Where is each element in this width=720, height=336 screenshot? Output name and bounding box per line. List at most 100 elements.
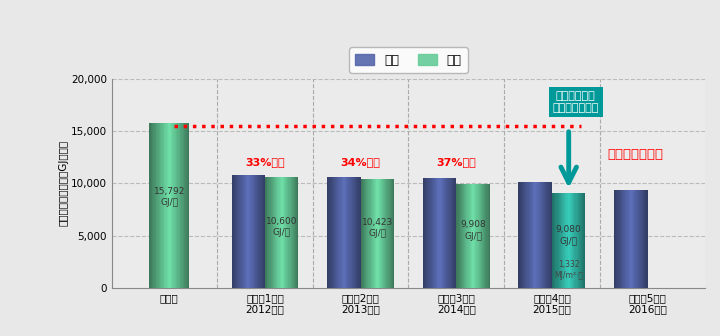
Bar xyxy=(161,123,163,288)
Bar xyxy=(452,178,453,288)
Bar xyxy=(235,175,236,288)
Bar xyxy=(279,177,281,288)
Bar xyxy=(256,175,257,288)
Bar xyxy=(616,190,618,288)
Bar xyxy=(518,182,520,288)
Bar xyxy=(575,193,577,288)
Bar xyxy=(536,182,537,288)
Text: 37%　減: 37% 減 xyxy=(436,157,476,167)
Bar xyxy=(349,176,351,288)
Bar xyxy=(640,190,641,288)
Bar xyxy=(390,179,391,288)
Bar xyxy=(258,175,259,288)
Bar xyxy=(282,177,283,288)
Bar xyxy=(425,178,426,288)
Bar xyxy=(424,178,425,288)
Bar xyxy=(462,184,463,288)
Bar xyxy=(542,182,543,288)
Bar xyxy=(295,177,296,288)
Bar xyxy=(371,179,372,288)
Bar xyxy=(254,175,255,288)
Bar xyxy=(549,182,550,288)
Bar xyxy=(467,184,469,288)
Bar xyxy=(552,193,553,288)
Bar xyxy=(374,179,375,288)
Bar xyxy=(545,182,546,288)
Bar xyxy=(528,182,530,288)
Bar xyxy=(361,179,363,288)
Bar xyxy=(551,182,552,288)
Bar xyxy=(561,193,562,288)
Bar xyxy=(275,177,276,288)
Bar xyxy=(177,123,179,288)
Bar xyxy=(377,179,379,288)
Bar xyxy=(459,184,461,288)
Bar xyxy=(571,193,572,288)
Bar xyxy=(635,190,636,288)
Bar xyxy=(428,178,430,288)
Bar xyxy=(341,176,342,288)
Bar xyxy=(284,177,285,288)
Bar xyxy=(347,176,348,288)
Bar xyxy=(567,193,569,288)
Bar xyxy=(339,176,341,288)
Bar xyxy=(583,193,585,288)
Bar xyxy=(485,184,487,288)
Bar xyxy=(523,182,524,288)
Bar xyxy=(522,182,523,288)
Bar xyxy=(533,182,534,288)
Bar xyxy=(332,176,333,288)
Bar xyxy=(294,177,295,288)
Text: 10,423
GJ/年: 10,423 GJ/年 xyxy=(361,217,393,238)
Bar xyxy=(184,123,186,288)
Bar xyxy=(483,184,485,288)
Bar xyxy=(643,190,644,288)
Bar xyxy=(236,175,237,288)
Bar xyxy=(233,175,234,288)
Bar xyxy=(261,175,263,288)
Bar xyxy=(292,177,293,288)
Bar xyxy=(465,184,467,288)
Bar xyxy=(530,182,531,288)
Bar xyxy=(291,177,292,288)
Bar xyxy=(577,193,579,288)
Bar xyxy=(457,184,459,288)
Bar xyxy=(454,178,455,288)
Bar xyxy=(327,176,328,288)
Bar xyxy=(232,175,233,288)
Bar xyxy=(247,175,248,288)
Bar xyxy=(188,123,189,288)
Bar xyxy=(158,123,160,288)
Bar xyxy=(346,176,347,288)
Bar xyxy=(277,177,279,288)
Bar xyxy=(183,123,184,288)
Bar xyxy=(287,177,289,288)
Bar xyxy=(434,178,435,288)
Bar xyxy=(149,123,150,288)
Bar xyxy=(267,177,269,288)
Bar xyxy=(481,184,482,288)
Bar xyxy=(246,175,247,288)
Bar xyxy=(559,193,561,288)
Bar xyxy=(289,177,291,288)
Bar xyxy=(389,179,390,288)
Bar xyxy=(474,184,475,288)
Bar xyxy=(482,184,483,288)
Bar xyxy=(572,193,573,288)
Bar xyxy=(638,190,639,288)
Bar xyxy=(175,123,176,288)
Bar xyxy=(337,176,338,288)
Bar xyxy=(620,190,621,288)
Bar xyxy=(535,182,536,288)
Bar xyxy=(438,178,440,288)
Bar xyxy=(157,123,158,288)
Bar xyxy=(354,176,355,288)
Bar xyxy=(338,176,339,288)
Bar xyxy=(255,175,256,288)
Bar xyxy=(564,193,565,288)
Bar xyxy=(554,193,555,288)
Bar xyxy=(579,193,580,288)
Bar xyxy=(155,123,156,288)
Bar xyxy=(366,179,367,288)
Bar xyxy=(580,193,581,288)
